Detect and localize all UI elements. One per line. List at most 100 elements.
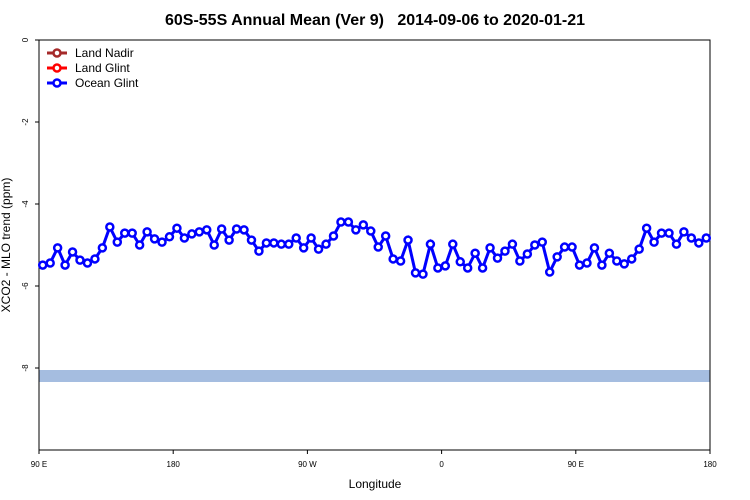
data-point [582,258,592,268]
data-point [507,239,518,249]
x-tick-label: 90 W [298,460,317,469]
data-point [276,239,287,249]
legend-marker [52,63,62,73]
data-point [522,249,533,259]
data-point [269,238,279,248]
data-point [45,258,55,268]
data-point [530,240,540,250]
data-point [254,246,264,256]
data-point [97,243,108,253]
data-point [656,228,667,238]
data-point [60,260,70,270]
x-tick-label: 0 [439,460,444,469]
data-point [403,235,413,245]
data-point [90,254,100,264]
data-point [641,223,652,233]
data-point [448,239,458,249]
data-point [284,239,294,249]
data-point [52,243,63,253]
data-point [544,267,555,277]
data-point [440,261,451,271]
data-point [358,220,369,230]
data-point [604,248,615,258]
coverage-band [39,370,710,382]
data-point [246,235,257,245]
data-point [470,248,480,258]
data-point [119,228,130,238]
data-point [485,243,495,253]
data-point [380,231,391,241]
data-point [239,225,249,235]
data-point [343,217,354,227]
data-point [67,247,78,257]
x-tick-label: 180 [167,460,181,469]
data-point [291,233,301,243]
x-tick-label: 90 E [568,460,584,469]
data-point [37,260,48,270]
data-point [261,238,272,248]
data-point [455,257,465,267]
data-point [187,229,197,239]
data-point [410,268,421,278]
data-point [567,242,577,252]
data-point [75,255,85,265]
data-point [164,232,175,242]
data-point [82,258,93,268]
y-tick-label: -2 [21,118,30,126]
data-point [686,233,697,243]
data-point [418,269,428,279]
data-point [552,252,562,262]
data-point [351,225,361,235]
x-tick-label: 180 [703,460,717,469]
data-point [127,228,137,238]
data-point [500,246,510,256]
data-point [313,244,324,254]
data-point [105,222,115,232]
data-point [336,217,346,227]
data-point [701,233,712,243]
data-point [626,254,637,264]
y-tick-label: -8 [21,364,30,372]
data-point [112,237,123,247]
y-axis-label: XCO2 - MLO trend (ppm) [0,178,13,313]
data-point [462,263,473,273]
legend-marker [52,78,62,88]
data-point [537,237,547,247]
data-point [306,233,316,243]
data-point [477,263,488,273]
data-point [649,237,659,247]
legend-label: Ocean Glint [75,76,139,90]
y-tick-label: 0 [21,37,30,42]
data-point [142,227,152,237]
data-point [373,242,383,252]
y-tick-label: -6 [21,282,30,290]
data-point [209,240,219,250]
data-point [224,235,234,245]
data-point [574,260,585,270]
data-point [366,226,376,236]
data-point [172,223,182,233]
data-point [694,238,704,248]
data-point [202,225,212,235]
data-point [559,242,570,252]
data-point [395,256,406,266]
data-point [619,259,630,269]
data-point [515,256,525,266]
data-point [298,243,309,253]
data-point [597,260,607,270]
plot-frame [38,39,711,451]
data-point [194,227,205,237]
x-axis-label: Longitude [349,477,402,491]
data-point [492,253,503,263]
data-point [589,243,600,253]
chart-title: 60S-55S Annual Mean (Ver 9) 2014-09-06 t… [165,12,585,29]
data-point [328,231,339,241]
x-tick-label: 90 E [31,460,47,469]
legend-label: Land Glint [75,61,130,75]
data-point [231,224,242,234]
data-point [157,237,167,247]
data-point [134,240,145,250]
data-point [433,263,443,273]
data-point [321,239,331,249]
